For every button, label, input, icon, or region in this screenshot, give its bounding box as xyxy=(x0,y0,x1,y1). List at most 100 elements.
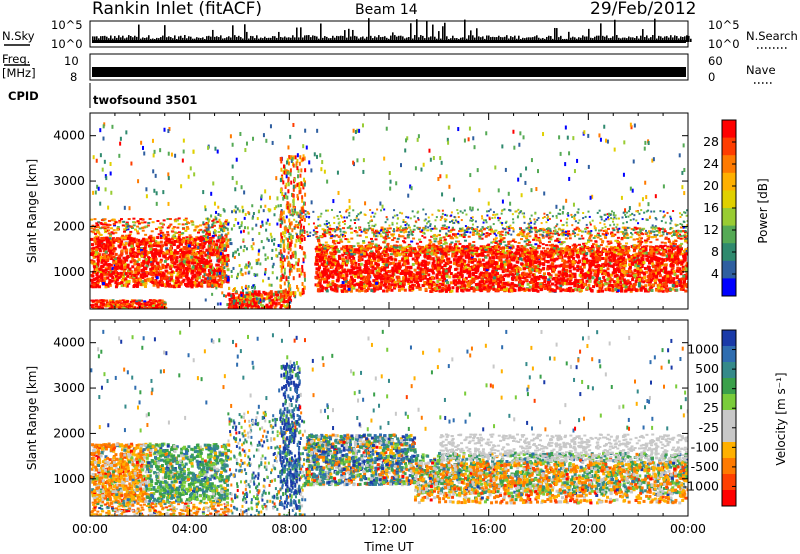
heatmap-cell xyxy=(128,272,132,276)
heatmap-cell xyxy=(218,224,222,227)
nsky-trace-bar xyxy=(300,27,302,42)
heatmap-cell xyxy=(240,268,243,272)
heatmap-cell xyxy=(187,240,191,244)
heatmap-cell xyxy=(344,261,348,265)
heatmap-cell xyxy=(285,300,289,304)
heatmap-cell xyxy=(253,272,256,276)
heatmap-cell xyxy=(334,262,338,266)
nsky-trace-bar xyxy=(144,37,146,42)
heatmap-cell xyxy=(143,300,147,303)
heatmap-cell xyxy=(253,291,257,295)
heatmap-cell xyxy=(115,267,119,271)
heatmap-cell xyxy=(97,226,101,229)
heatmap-cell xyxy=(256,273,259,277)
heatmap-cell xyxy=(271,239,274,243)
heatmap-cell xyxy=(194,226,198,229)
nsky-trace-bar xyxy=(340,35,342,42)
heatmap-cell xyxy=(165,252,169,256)
heatmap-cell xyxy=(108,283,112,287)
heatmap-cell xyxy=(237,295,241,299)
heatmap-cell xyxy=(271,271,274,275)
heatmap-cell xyxy=(353,272,357,276)
heatmap-cell xyxy=(129,275,133,279)
nsky-trace-bar xyxy=(282,37,284,42)
heatmap-cell xyxy=(299,226,302,231)
heatmap-cell xyxy=(453,244,457,248)
heatmap-cell xyxy=(499,274,503,278)
heatmap-cell xyxy=(199,228,203,231)
heatmap-cell xyxy=(187,222,191,225)
nsky-trace-bar xyxy=(528,37,530,42)
nsky-trace-bar xyxy=(488,35,490,42)
heatmap-cell xyxy=(110,272,114,276)
nsky-trace-bar xyxy=(392,32,394,42)
heatmap-cell xyxy=(144,266,148,270)
nsky-trace-bar xyxy=(462,37,464,42)
heatmap-cell xyxy=(302,209,305,214)
heatmap-cell xyxy=(404,276,408,280)
heatmap-cell xyxy=(606,267,610,271)
heatmap-cell xyxy=(610,278,614,282)
heatmap-cell xyxy=(205,237,209,241)
heatmap-cell xyxy=(128,243,132,247)
heatmap-cell xyxy=(616,266,620,270)
heatmap-cell xyxy=(220,261,224,265)
heatmap-cell xyxy=(129,249,133,253)
heatmap-cell xyxy=(383,279,387,283)
heatmap-cell xyxy=(564,288,568,292)
heatmap-cell xyxy=(596,269,600,273)
nsky-trace-bar xyxy=(332,35,334,42)
heatmap-cell xyxy=(220,243,224,247)
heatmap-cell xyxy=(226,268,230,272)
heatmap-cell xyxy=(441,279,445,283)
heatmap-cell xyxy=(164,243,168,247)
nsky-trace-bar xyxy=(228,36,230,42)
heatmap-cell xyxy=(94,264,98,268)
heatmap-cell xyxy=(487,289,491,293)
heatmap-cell xyxy=(255,223,258,227)
nsky-trace-bar xyxy=(538,37,540,42)
heatmap-cell xyxy=(201,261,205,265)
heatmap-cell xyxy=(208,244,211,248)
heatmap-cell xyxy=(404,265,408,269)
heatmap-cell xyxy=(373,254,377,258)
heatmap-cell xyxy=(209,239,213,243)
heatmap-cell xyxy=(204,223,208,226)
heatmap-cell xyxy=(341,260,345,264)
heatmap-cell xyxy=(158,299,162,302)
heatmap-cell xyxy=(354,248,358,252)
heatmap-cell xyxy=(304,254,307,259)
heatmap-cell xyxy=(191,258,195,262)
heatmap-cell xyxy=(463,270,467,274)
heatmap-cell xyxy=(280,210,283,215)
heatmap-cell xyxy=(149,267,153,271)
heatmap-cell xyxy=(123,301,127,304)
nsky-trace-bar xyxy=(554,27,556,42)
heatmap-cell xyxy=(316,283,320,287)
heatmap-cell xyxy=(289,266,292,271)
heatmap-cell xyxy=(302,257,305,262)
heatmap-cell xyxy=(190,276,194,280)
heatmap-cell xyxy=(150,244,154,248)
heatmap-cell xyxy=(123,262,127,266)
nsky-trace-bar xyxy=(244,24,246,42)
nsky-trace-bar xyxy=(270,37,272,42)
heatmap-cell xyxy=(296,284,299,289)
nsky-trace-bar xyxy=(578,37,580,42)
heatmap-cell xyxy=(111,300,115,303)
heatmap-cell xyxy=(193,258,197,262)
heatmap-cell xyxy=(130,227,134,230)
heatmap-cell xyxy=(568,279,572,283)
heatmap-cell xyxy=(491,285,495,289)
nsky-trace-bar xyxy=(460,37,462,42)
heatmap-cell xyxy=(102,259,106,263)
heatmap-cell xyxy=(298,181,301,186)
heatmap-cell xyxy=(615,263,619,267)
heatmap-cell xyxy=(237,221,240,225)
heatmap-cell xyxy=(179,265,183,269)
heatmap-cell xyxy=(130,244,134,248)
heatmap-cell xyxy=(233,256,236,260)
heatmap-cell xyxy=(216,254,220,258)
heatmap-cell xyxy=(245,295,249,299)
heatmap-cell xyxy=(165,239,169,243)
